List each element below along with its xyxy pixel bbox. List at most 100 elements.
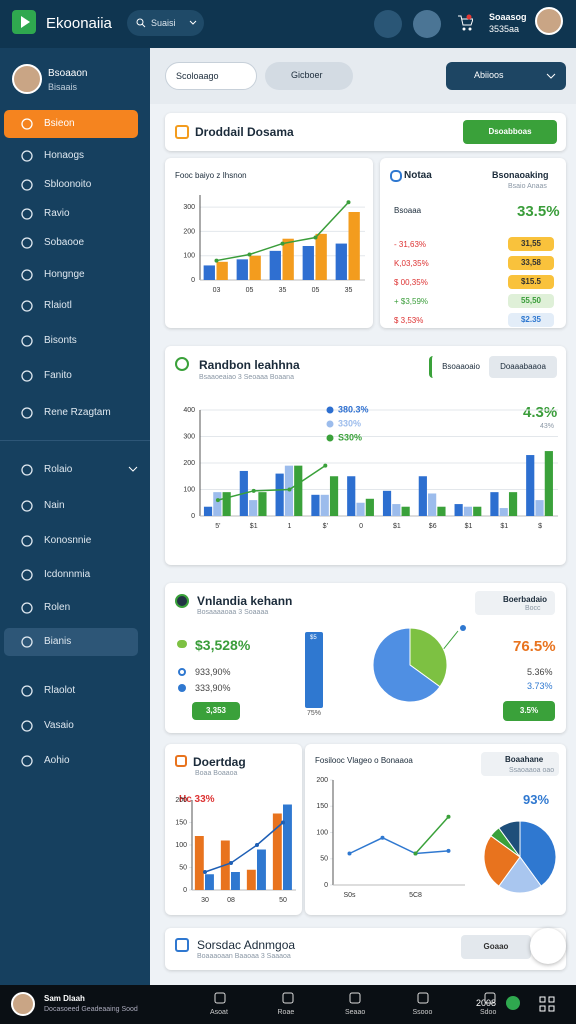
menu-item[interactable]: Sbloonoito: [4, 171, 138, 199]
filter-pill[interactable]: Scoloaago: [165, 62, 257, 90]
nav-icon[interactable]: [214, 992, 226, 1004]
tab[interactable]: Doaaabaaoa: [489, 356, 557, 378]
menu-item[interactable]: Rlaolot: [4, 677, 138, 705]
row-pill: 55,50: [508, 294, 554, 308]
legend-swatch: [326, 420, 334, 428]
user-role: Bisaais: [48, 82, 78, 92]
fab[interactable]: [530, 928, 566, 964]
row-value: - 31,63%: [394, 240, 427, 249]
shape: [548, 996, 555, 1003]
menu-item[interactable]: Rolaio: [4, 456, 138, 484]
bar: [257, 849, 266, 890]
y-tick-label: 400: [183, 407, 195, 414]
menu-item[interactable]: Bsieon: [4, 110, 138, 138]
menu-item[interactable]: Konosnnie: [4, 527, 138, 555]
menu-item[interactable]: Aohio: [4, 747, 138, 775]
y-tick-label: 100: [175, 842, 187, 849]
menu-item[interactable]: Sobaooe: [4, 229, 138, 257]
menu-icon: [21, 208, 33, 220]
icon-shape: [21, 535, 33, 547]
nav-icon[interactable]: [484, 992, 496, 1004]
nav-icon[interactable]: [417, 992, 429, 1004]
right-title: Boaahane: [505, 755, 544, 764]
menu-item[interactable]: Rlaiotl: [4, 292, 138, 320]
shape: [189, 20, 197, 25]
x-tick-label: $1: [465, 523, 473, 530]
icon-shape: [21, 407, 33, 419]
menu-icon: [21, 237, 33, 249]
nav-icon[interactable]: [349, 992, 361, 1004]
nav-label: Roae: [277, 1009, 295, 1016]
filter-pill[interactable]: Gicboer: [265, 62, 353, 90]
menu-item[interactable]: Vasaio: [4, 712, 138, 740]
filter-text: Gicboer: [291, 70, 323, 80]
x-tick-label: $1: [250, 523, 258, 530]
bar: [272, 813, 282, 890]
menu-label: Hongnge: [44, 269, 85, 280]
icon-shape: [21, 370, 33, 382]
menu-item[interactable]: Nain: [4, 492, 138, 520]
menu-icon: [21, 118, 33, 130]
icon-shape: [21, 118, 33, 130]
grid-icon[interactable]: [539, 996, 555, 1012]
menu-label: Honaogs: [44, 150, 85, 161]
tab[interactable]: Bsoaaoaio: [429, 356, 490, 378]
bar: [463, 506, 473, 516]
chart-title: Fooc baiyo z Ihsnon: [175, 171, 247, 180]
button[interactable]: 3,353: [192, 702, 240, 720]
menu-item[interactable]: Rolen: [4, 594, 138, 622]
card-title: Randbon leahhna: [199, 358, 300, 372]
cart-icon[interactable]: [457, 14, 473, 32]
line-point: [346, 200, 351, 205]
line-point: [323, 463, 328, 468]
button[interactable]: Dsoabboas: [463, 120, 557, 144]
right-sub: Ssaoaaoa oao: [509, 767, 555, 774]
pie-slice: [519, 820, 557, 887]
menu-item[interactable]: Rene Rzagtam: [4, 399, 138, 427]
bottom-bar: Sam Dlaah Docasoeed Geadeaaing Sood 2008…: [0, 985, 576, 1024]
icon-shape: [21, 755, 33, 767]
bar: [282, 238, 294, 280]
bar: [347, 476, 356, 516]
menu-item[interactable]: Honaogs: [4, 142, 138, 170]
menu-item[interactable]: Fanito: [4, 362, 138, 390]
menu-item[interactable]: Bisonts: [4, 327, 138, 355]
menu-label: Rlaiotl: [44, 300, 72, 311]
bar: [302, 246, 314, 280]
dropdown[interactable]: Abiioos: [446, 62, 566, 90]
button[interactable]: 3.5%: [503, 701, 555, 721]
button[interactable]: Goaao: [461, 935, 531, 959]
chart: [483, 820, 557, 894]
avatar: [12, 64, 42, 94]
shape: [539, 996, 546, 1003]
x-tick-label: 1: [288, 523, 292, 530]
menu-icon: [21, 636, 33, 648]
menu-item[interactable]: Icdonnmia: [4, 561, 138, 589]
search[interactable]: Suaisi: [127, 10, 204, 36]
user-name: Sam Dlaah: [44, 994, 85, 1003]
menu-item[interactable]: Bianis: [4, 628, 138, 656]
icon-button[interactable]: [374, 10, 402, 38]
icon: [175, 755, 187, 767]
menu-icon: [21, 755, 33, 767]
line-point: [446, 814, 451, 819]
row-value: + $3,59%: [394, 297, 429, 306]
bar: [356, 502, 365, 516]
icon-shape: [21, 237, 33, 249]
legend-label: 380.3%: [338, 404, 369, 414]
menu-item[interactable]: Hongnge: [4, 261, 138, 289]
x-tick-label: 5': [215, 523, 220, 530]
avatar: [11, 992, 35, 1016]
icon-button[interactable]: [413, 10, 441, 38]
menu-icon: [21, 569, 33, 581]
chart: 0 50 100 150 200 S0s 5C8: [316, 777, 465, 899]
pill-text: Boerbadaio: [503, 595, 548, 604]
icon-shape: [282, 992, 293, 1004]
icon: [175, 594, 189, 608]
icon-shape: [21, 150, 33, 162]
icon-shape: [21, 685, 33, 697]
menu-item[interactable]: Ravio: [4, 200, 138, 228]
nav-icon[interactable]: [282, 992, 294, 1004]
value: 5.36%: [527, 667, 553, 677]
